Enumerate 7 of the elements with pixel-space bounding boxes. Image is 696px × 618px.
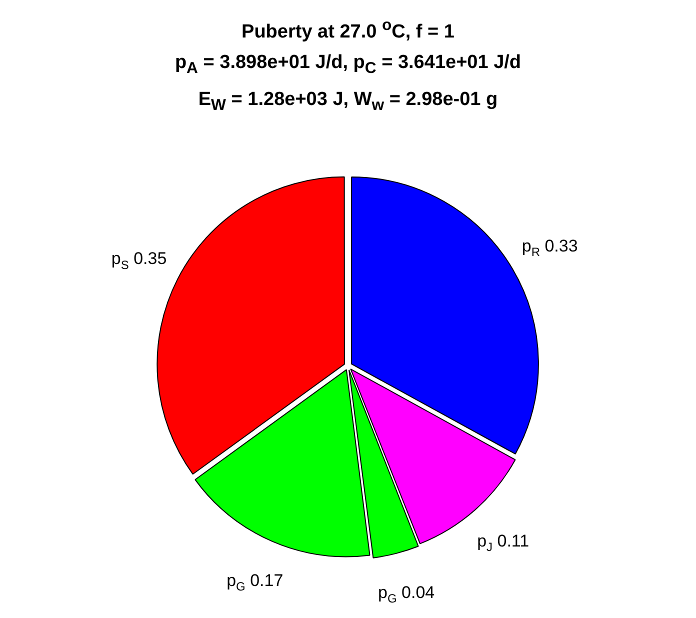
data-label: 0.33 [540,236,578,256]
data-label: 0.11 [492,532,530,551]
chart-title: Puberty at 27.0 $^{o}$C, f = 1 [240,16,456,44]
data-label: 0.04 [396,582,435,602]
data-label: 0.35 [128,249,167,268]
data-label: 0.17 [245,570,284,590]
text: p$_{A}$ = 3.898e+01 J/d, p$_{C}$ = 3.641e+01 J/d E$_{W}$ = 1.28e+03 J, W$_{w}$ = 2.98e-01 g [174,52,522,114]
